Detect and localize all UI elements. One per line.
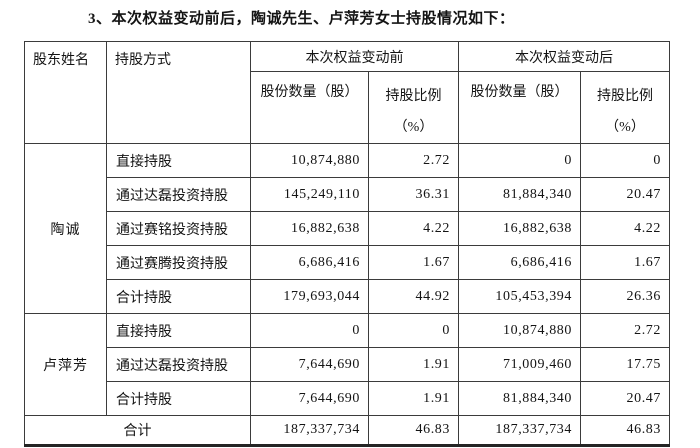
before-shares-cell: 7,644,690 bbox=[250, 347, 369, 382]
before-ratio-cell: 1.91 bbox=[368, 381, 459, 416]
after-shares-cell: 71,009,460 bbox=[458, 347, 581, 382]
before-shares-cell: 0 bbox=[250, 313, 369, 348]
before-shares-cell: 10,874,880 bbox=[250, 143, 369, 178]
table-row: 合计持股 179,693,044 44.92 105,453,394 26.36 bbox=[25, 279, 670, 314]
header-ratio-line1: 持股比例 bbox=[385, 89, 442, 104]
before-ratio-cell: 1.67 bbox=[368, 245, 459, 280]
shareholder-name-cell: 陶诚 bbox=[24, 143, 107, 314]
after-shares-cell: 6,686,416 bbox=[458, 245, 581, 280]
method-cell: 合计持股 bbox=[106, 381, 251, 416]
before-shares-cell: 145,249,110 bbox=[250, 177, 369, 212]
table-row: 合计持股 7,644,690 1.91 81,884,340 20.47 bbox=[25, 381, 670, 416]
header-before-change: 本次权益变动前 bbox=[250, 41, 459, 72]
table-row: 通过赛腾投资持股 6,686,416 1.67 6,686,416 1.67 bbox=[25, 245, 670, 280]
before-ratio-cell: 4.22 bbox=[368, 211, 459, 246]
table-row: 通过赛铭投资持股 16,882,638 4.22 16,882,638 4.22 bbox=[25, 211, 670, 246]
method-cell: 直接持股 bbox=[106, 143, 251, 178]
before-shares-cell: 6,686,416 bbox=[250, 245, 369, 280]
header-before-shares: 股份数量（股） bbox=[250, 71, 369, 144]
section-title: 3、本次权益变动前后，陶诚先生、卢萍芳女士持股情况如下： bbox=[88, 11, 515, 27]
shareholding-table: 股东姓名 持股方式 本次权益变动前 本次权益变动后 股份数量（股） 持股比例 （… bbox=[24, 41, 670, 447]
method-cell: 直接持股 bbox=[106, 313, 251, 348]
after-shares-cell: 105,453,394 bbox=[458, 279, 581, 314]
before-shares-cell: 7,644,690 bbox=[250, 381, 369, 416]
total-label-cell: 合计 bbox=[24, 415, 251, 446]
after-ratio-cell: 1.67 bbox=[580, 245, 670, 280]
header-ratio-line2: （%） bbox=[605, 120, 645, 135]
before-ratio-cell: 44.92 bbox=[368, 279, 459, 314]
table-row: 通过达磊投资持股 145,249,110 36.31 81,884,340 20… bbox=[25, 177, 670, 212]
after-ratio-cell: 2.72 bbox=[580, 313, 670, 348]
method-cell: 通过赛腾投资持股 bbox=[106, 245, 251, 280]
after-shares-cell: 81,884,340 bbox=[458, 177, 581, 212]
total-row: 合计 187,337,734 46.83 187,337,734 46.83 bbox=[24, 415, 670, 446]
after-shares-cell: 81,884,340 bbox=[458, 381, 581, 416]
header-ratio-line2: （%） bbox=[393, 120, 434, 135]
method-cell: 通过达磊投资持股 bbox=[106, 177, 251, 212]
header-after-change: 本次权益变动后 bbox=[458, 41, 670, 72]
total-after-shares-cell: 187,337,734 bbox=[458, 415, 581, 446]
header-after-shares: 股份数量（股） bbox=[458, 71, 581, 144]
after-ratio-cell: 20.47 bbox=[580, 177, 670, 212]
header-row-2: 股份数量（股） 持股比例 （%） 股份数量（股） 持股比例 （%） bbox=[25, 71, 670, 144]
after-ratio-cell: 20.47 bbox=[580, 381, 670, 416]
after-ratio-cell: 0 bbox=[580, 143, 670, 178]
before-shares-cell: 16,882,638 bbox=[250, 211, 369, 246]
table-row: 通过达磊投资持股 7,644,690 1.91 71,009,460 17.75 bbox=[25, 347, 670, 382]
total-before-shares-cell: 187,337,734 bbox=[250, 415, 369, 446]
method-cell: 通过达磊投资持股 bbox=[106, 347, 251, 382]
before-ratio-cell: 36.31 bbox=[368, 177, 459, 212]
header-after-ratio: 持股比例 （%） bbox=[580, 71, 670, 144]
total-after-ratio-cell: 46.83 bbox=[580, 415, 670, 446]
before-ratio-cell: 1.91 bbox=[368, 347, 459, 382]
header-row-1: 股东姓名 持股方式 本次权益变动前 本次权益变动后 bbox=[24, 41, 670, 144]
header-before-ratio: 持股比例 （%） bbox=[368, 71, 459, 144]
after-shares-cell: 0 bbox=[458, 143, 581, 178]
before-ratio-cell: 0 bbox=[368, 313, 459, 348]
shareholder-name-cell: 卢萍芳 bbox=[24, 313, 107, 416]
before-shares-cell: 179,693,044 bbox=[250, 279, 369, 314]
after-shares-cell: 10,874,880 bbox=[458, 313, 581, 348]
after-shares-cell: 16,882,638 bbox=[458, 211, 581, 246]
after-ratio-cell: 17.75 bbox=[580, 347, 670, 382]
header-holding-method: 持股方式 bbox=[106, 41, 251, 144]
after-ratio-cell: 26.36 bbox=[580, 279, 670, 314]
header-shareholder-name: 股东姓名 bbox=[24, 41, 107, 144]
table-row: 卢萍芳 直接持股 0 0 10,874,880 2.72 bbox=[24, 313, 670, 416]
header-ratio-line1: 持股比例 bbox=[597, 89, 653, 104]
after-ratio-cell: 4.22 bbox=[580, 211, 670, 246]
table-row: 陶诚 直接持股 10,874,880 2.72 0 0 bbox=[24, 143, 670, 314]
method-cell: 通过赛铭投资持股 bbox=[106, 211, 251, 246]
before-ratio-cell: 2.72 bbox=[368, 143, 459, 178]
total-before-ratio-cell: 46.83 bbox=[368, 415, 459, 446]
method-cell: 合计持股 bbox=[106, 279, 251, 314]
